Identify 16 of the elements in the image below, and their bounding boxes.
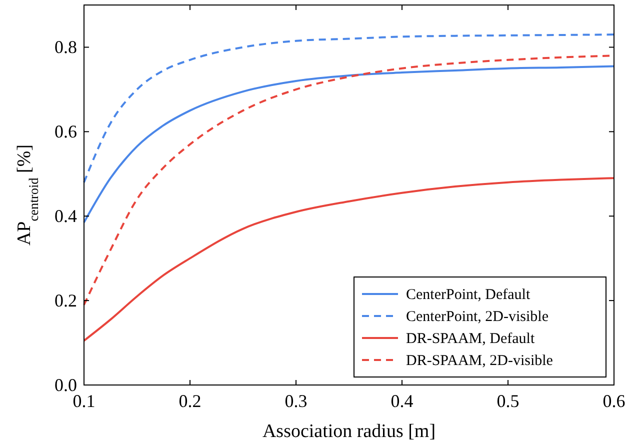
legend-label: DR-SPAAM, Default [406, 331, 536, 347]
x-tick-label: 0.3 [284, 391, 308, 411]
x-axis-title: Association radius [m] [262, 421, 436, 442]
y-tick-label: 0.4 [54, 206, 77, 226]
legend-label: CenterPoint, 2D-visible [406, 309, 549, 325]
x-tick-label: 0.4 [390, 391, 414, 411]
line-series [83, 34, 615, 184]
y-tick-label: 0.2 [54, 290, 77, 311]
line-series [83, 65, 615, 224]
legend-label: DR-SPAAM, 2D-visible [406, 353, 554, 369]
y-tick-label: 0.6 [54, 122, 77, 142]
y-tick-label: 0.8 [54, 37, 77, 58]
legend-label: CenterPoint, Default [406, 287, 531, 303]
x-tick-label: 0.6 [602, 391, 626, 411]
x-tick-label: 0.5 [496, 391, 520, 411]
x-tick-label: 0.2 [178, 391, 202, 411]
